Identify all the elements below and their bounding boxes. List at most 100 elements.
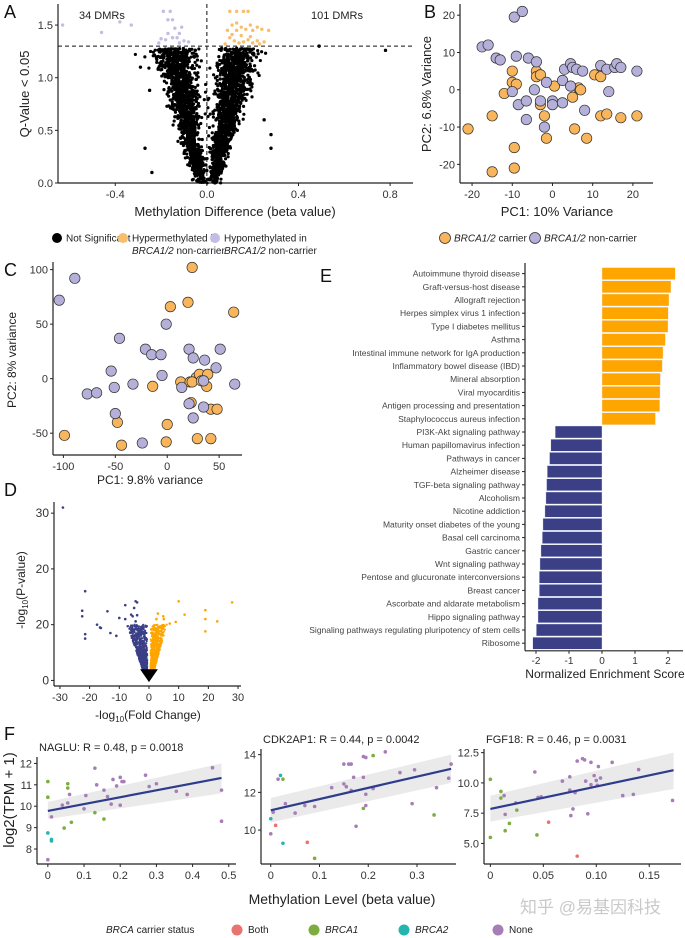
both-legend-dot [231,924,243,936]
x-tick-label: 0.8 [382,189,397,201]
none-point [185,792,189,797]
ns-point [173,83,177,87]
brca1-point [503,828,507,833]
ns-point [230,64,234,69]
ns-point [177,81,182,85]
down-point [129,626,132,629]
ns-point [210,155,214,159]
ns-point [173,115,177,119]
down-point [131,624,134,627]
ns-point [223,86,227,90]
hyper-point [255,39,259,43]
x-tick-label: 0 [146,692,152,704]
none-point [49,815,54,819]
panel-a-volcano: -0.4 0.0 0.4 0.80.00.51.01.534 DMRs 101 DMRs… [17,4,413,219]
hypo-point [179,25,184,29]
ns-point [211,110,215,114]
ns-point [159,48,163,52]
brca1-point [46,779,50,784]
ns-point [212,73,216,77]
ns-point [193,133,197,137]
category-label: Asthma [491,335,520,345]
ns-point [214,153,218,157]
both-point [273,823,278,828]
x-tick-label: 0 [164,461,170,473]
down-point [142,623,145,627]
ns-point [191,138,195,142]
x-tick-label: 20 [202,692,214,704]
annotation-101-dmrs: 101 DMRs [311,10,363,22]
ns-point [181,143,186,148]
noncarrier-legend-dot [529,232,541,244]
ns-point [169,47,173,51]
ns-point [193,173,197,177]
ns-point [231,59,235,63]
noncarrier-point [494,54,506,66]
ns-point [218,151,222,155]
ns-point [164,81,169,85]
ns-point [199,158,203,162]
ns-point [256,71,260,75]
down-bar [549,452,603,465]
hypo-point [99,30,104,35]
ns-point [229,90,233,94]
ns-point [190,47,194,51]
ns-point [221,80,226,85]
carrier-point [615,112,627,124]
none-point [410,801,414,806]
y-tick-label: 10 [244,825,256,837]
y-tick-label: -10 [439,122,455,134]
down-point [130,626,134,629]
down-point [129,631,132,634]
ns-point [226,155,230,159]
ns-point [240,57,244,62]
x-tick-label: 10 [173,692,185,704]
ns-point [242,86,247,90]
ns-point [166,54,170,58]
ns-point [183,82,187,86]
carrier-point [534,69,546,81]
ns-point [214,143,218,147]
ns-point [228,72,232,76]
category-label: Herpes simplex virus 1 infection [400,308,520,318]
ns-point [182,140,187,145]
ns-point [233,79,237,83]
ns-point [171,123,175,127]
down-point [133,629,136,632]
ns-point [183,49,187,53]
y-axis-label: Q-Value < 0.05 [17,51,32,138]
none-point [143,773,148,777]
ns-point [195,89,199,93]
up-point [152,637,155,640]
none-point [293,811,297,815]
panel-label-c: C [4,260,17,280]
up-point [153,629,156,632]
ns-point [185,94,190,99]
hypo-point [60,23,65,27]
down-point [144,638,147,641]
carrier-point [462,123,474,135]
noncarrier-point [520,95,532,107]
ns-point [222,106,226,110]
carrier-point [164,301,176,313]
up-point [153,658,156,661]
up-point [154,627,157,630]
ns-point [183,117,187,122]
none-point [670,798,675,803]
ns-point [182,112,186,117]
up-point [150,647,153,650]
ns-point [221,142,225,146]
x-tick-label: -0.4 [106,189,125,201]
ns-point [174,86,178,90]
down-point [123,603,127,607]
ns-point [228,54,232,58]
none-point [636,767,641,772]
hyper-point [250,28,255,33]
none-point [583,779,588,783]
ns-point [212,165,216,169]
none-point [105,794,110,799]
ns-point [155,58,159,62]
ns-point [224,46,228,51]
ns-point [230,93,234,97]
down-point [132,634,135,637]
